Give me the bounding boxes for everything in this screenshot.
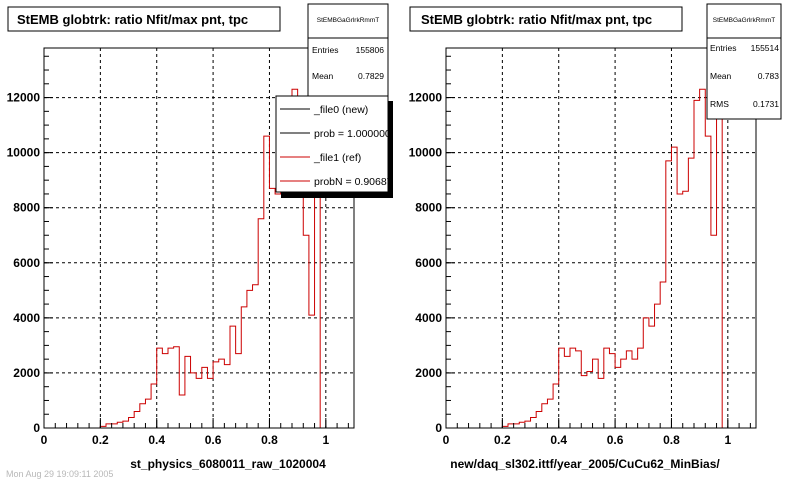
right-title-box: StEMB globtrk: ratio Nfit/max pnt, tpc — [409, 6, 683, 32]
legend-entry-label: prob = 1.000000 — [314, 128, 391, 140]
right-x-tick-label: 0 — [443, 433, 450, 447]
left-stats-mean-value: 0.7829 — [358, 71, 384, 81]
right-histogram-pad: 0 0.2 0.4 0.6 0.8 1 0 2000 4000 6000 8000 10000 120… — [409, 3, 782, 471]
left-stats-name: StEMBGaGrlrkRmmT — [317, 17, 380, 24]
right-y-axis: 0 2000 4000 6000 8000 10000 12000 — [409, 55, 455, 435]
left-x-tick-label: 0 — [41, 433, 48, 447]
right-x-tick-label: 0.4 — [550, 433, 567, 447]
left-x-axis: 0 0.2 0.4 0.6 0.8 1 — [41, 418, 349, 447]
right-x-tick-label: 1 — [724, 433, 731, 447]
right-histogram-series — [446, 88, 728, 429]
left-stats-mean-label: Mean — [312, 71, 334, 81]
left-x-tick-label: 0.2 — [92, 433, 109, 447]
right-x-tick-label: 0.2 — [494, 433, 511, 447]
right-y-tick-label: 0 — [435, 421, 442, 435]
left-axes-box — [43, 47, 355, 429]
legend-entry-label: _file1 (ref) — [313, 152, 361, 164]
left-title-box: StEMB globtrk: ratio Nfit/max pnt, tpc — [7, 6, 281, 32]
right-stats-name: StEMBGaGrlrkRmmT — [713, 17, 776, 24]
left-stats-box: StEMBGaGrlrkRmmT Entries 155806 Mean 0.7… — [307, 3, 389, 97]
legend-entry-label: probN = 0.906870 — [314, 176, 399, 188]
left-y-tick-label: 10000 — [7, 146, 41, 160]
left-y-axis: 0 2000 4000 6000 8000 10000 12000 — [7, 55, 53, 435]
right-plot-frame — [446, 48, 756, 428]
right-y-tick-label: 6000 — [415, 256, 442, 270]
left-x-tick-label: 0.8 — [261, 433, 278, 447]
right-y-tick-label: 12000 — [409, 91, 443, 105]
right-x-tick-label: 0.6 — [607, 433, 624, 447]
left-chart-title: StEMB globtrk: ratio Nfit/max pnt, tpc — [17, 12, 248, 27]
left-y-tick-label: 0 — [33, 421, 40, 435]
left-x-axis-label: st_physics_6080011_raw_1020004 — [130, 457, 326, 471]
left-stats-entries-label: Entries — [312, 45, 338, 55]
right-x-axis: 0 0.2 0.4 0.6 0.8 1 — [443, 418, 751, 447]
right-y-tick-label: 8000 — [415, 201, 442, 215]
right-y-tick-label: 10000 — [409, 146, 443, 160]
right-stats-entries-label: Entries — [710, 43, 736, 53]
right-stats-box: StEMBGaGrlrkRmmT Entries 155514 Mean 0.7… — [706, 3, 782, 120]
left-legend: _file0 (new) prob = 1.000000 _file1 (ref) p… — [275, 95, 399, 198]
legend-entry-label: _file0 (new) — [313, 104, 368, 116]
right-stats-mean-value: 0.783 — [758, 71, 780, 81]
right-x-tick-label: 0.8 — [663, 433, 680, 447]
right-axes-box — [445, 47, 757, 429]
left-y-tick-label: 8000 — [13, 201, 40, 215]
footer-timestamp: Mon Aug 29 19:09:11 2005 — [6, 469, 113, 479]
left-y-tick-label: 4000 — [13, 311, 40, 325]
right-y-tick-label: 2000 — [415, 366, 442, 380]
left-y-tick-label: 12000 — [7, 91, 41, 105]
left-x-tick-label: 0.4 — [148, 433, 165, 447]
right-stats-mean-label: Mean — [710, 71, 732, 81]
left-legend-entries: _file0 (new) prob = 1.000000 _file1 (ref) p… — [280, 104, 399, 188]
right-stats-rms-value: 0.1731 — [753, 99, 779, 109]
right-grid — [446, 48, 756, 428]
left-stats-entries-value: 155806 — [356, 45, 385, 55]
left-x-tick-label: 0.6 — [205, 433, 222, 447]
right-stats-entries-value: 155514 — [751, 43, 780, 53]
right-chart-title: StEMB globtrk: ratio Nfit/max pnt, tpc — [421, 12, 652, 27]
left-y-tick-label: 2000 — [13, 366, 40, 380]
left-y-tick-label: 6000 — [13, 256, 40, 270]
left-histogram-pad: 0 0.2 0.4 0.6 0.8 1 0 2000 4000 6000 8000 10000 120… — [7, 3, 399, 471]
right-histogram-line — [446, 88, 728, 429]
left-x-tick-label: 1 — [322, 433, 329, 447]
right-stats-rms-label: RMS — [710, 99, 729, 109]
right-x-axis-label: new/daq_sl302.ittf/year_2005/CuCu62_MinB… — [450, 457, 720, 471]
right-y-tick-label: 4000 — [415, 311, 442, 325]
